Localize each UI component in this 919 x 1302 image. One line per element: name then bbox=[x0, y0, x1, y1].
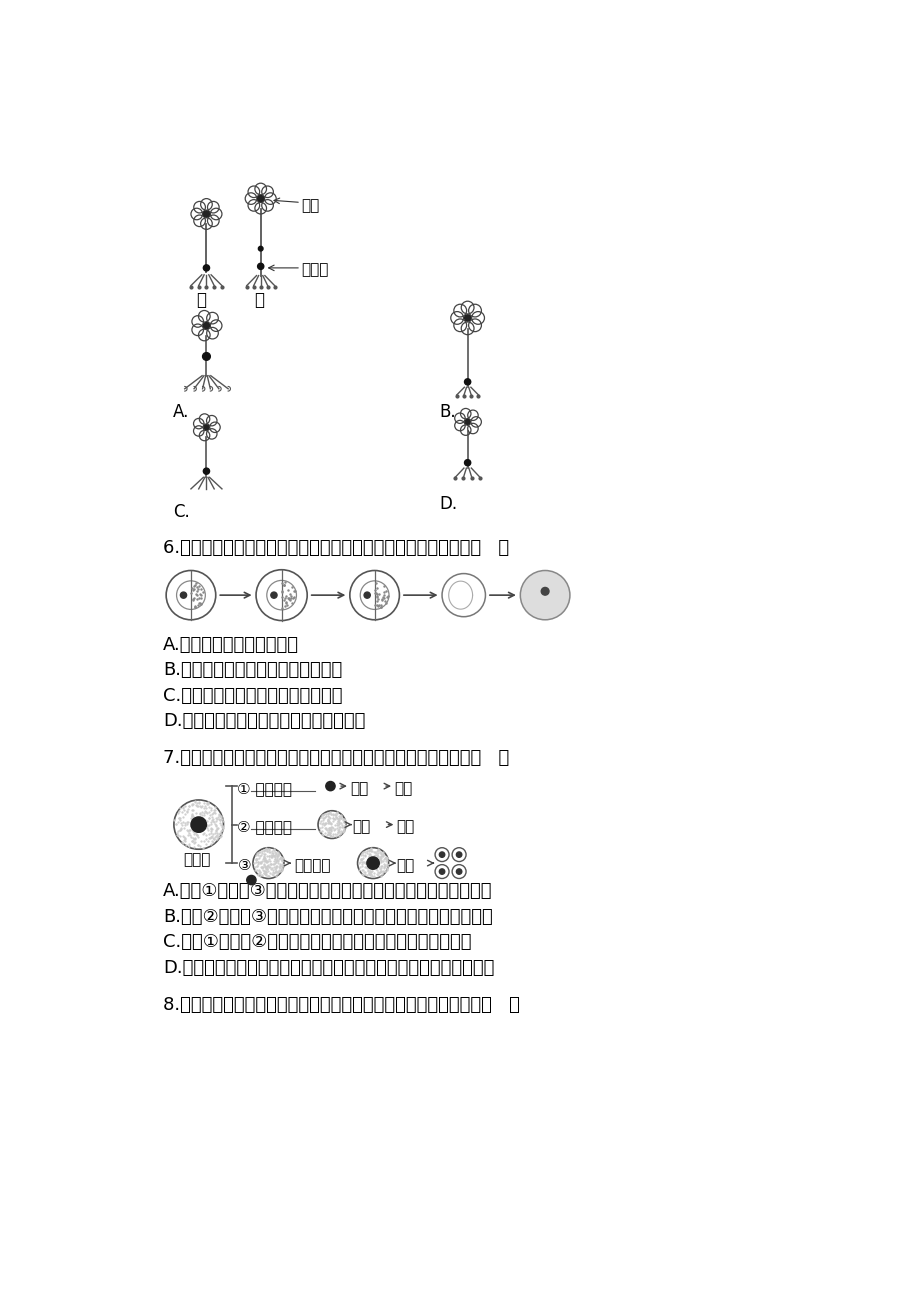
Circle shape bbox=[367, 857, 379, 870]
Text: C.: C. bbox=[173, 503, 189, 521]
Circle shape bbox=[180, 592, 187, 598]
Text: C.实验①和实验②说明了细胞核是细胞遗传和代谢的控制中心: C.实验①和实验②说明了细胞核是细胞遗传和代谢的控制中心 bbox=[163, 934, 471, 952]
Circle shape bbox=[203, 323, 210, 328]
Text: 8.如图为某种生物的细胞核及相关结构示意图，有关叙述正确的是（   ）: 8.如图为某种生物的细胞核及相关结构示意图，有关叙述正确的是（ ） bbox=[163, 996, 519, 1013]
Circle shape bbox=[464, 460, 471, 466]
Text: 伞部: 伞部 bbox=[301, 199, 319, 214]
Circle shape bbox=[540, 587, 549, 595]
Text: B.: B. bbox=[438, 402, 455, 421]
Text: B.细胞质与细胞分裂、分化密切相关: B.细胞质与细胞分裂、分化密切相关 bbox=[163, 661, 342, 680]
Circle shape bbox=[203, 211, 210, 217]
Text: 死亡: 死亡 bbox=[393, 781, 412, 796]
Text: 7.以动物受精卵为实验材料进行以下实验，有关分析中正确的是（   ）: 7.以动物受精卵为实验材料进行以下实验，有关分析中正确的是（ ） bbox=[163, 749, 509, 767]
Text: 死亡: 死亡 bbox=[396, 819, 414, 835]
Circle shape bbox=[203, 469, 210, 474]
Text: C.细胞核与细胞分裂、分化密切相关: C.细胞核与细胞分裂、分化密切相关 bbox=[163, 686, 342, 704]
Circle shape bbox=[364, 592, 369, 598]
Text: 甲: 甲 bbox=[196, 290, 206, 309]
Circle shape bbox=[456, 868, 461, 874]
Text: ③: ③ bbox=[237, 858, 251, 872]
Circle shape bbox=[325, 781, 335, 790]
Text: D.: D. bbox=[438, 495, 457, 513]
Text: D.细胞质和细胞核共同控制着细胞的性状: D.细胞质和细胞核共同控制着细胞的性状 bbox=[163, 712, 365, 730]
Circle shape bbox=[246, 875, 255, 884]
Text: ① 去质留核: ① 去质留核 bbox=[237, 781, 292, 796]
Text: 培养: 培养 bbox=[349, 781, 368, 796]
Circle shape bbox=[258, 246, 263, 251]
Circle shape bbox=[520, 570, 569, 620]
Text: 核质重组: 核质重组 bbox=[294, 858, 330, 872]
Circle shape bbox=[464, 315, 471, 322]
Circle shape bbox=[439, 868, 444, 874]
Circle shape bbox=[257, 195, 264, 202]
Circle shape bbox=[202, 353, 210, 361]
Text: 乙: 乙 bbox=[255, 290, 265, 309]
Circle shape bbox=[204, 424, 209, 430]
Text: D.该实验结果可以说明细胞保持完整性才能维持细胞的正常生命活动: D.该实验结果可以说明细胞保持完整性才能维持细胞的正常生命活动 bbox=[163, 958, 494, 976]
Circle shape bbox=[257, 263, 264, 270]
Circle shape bbox=[439, 852, 444, 857]
Text: ② 去核留质: ② 去核留质 bbox=[237, 819, 292, 835]
Circle shape bbox=[464, 379, 471, 385]
Text: 受精卵: 受精卵 bbox=[183, 853, 210, 867]
Text: 培养: 培养 bbox=[396, 858, 414, 872]
Circle shape bbox=[191, 816, 206, 832]
Circle shape bbox=[465, 419, 470, 424]
Text: 细胞核: 细胞核 bbox=[301, 263, 328, 277]
Text: B.实验②和实验③说明了细胞质对维持细胞正常生命活动的重要性: B.实验②和实验③说明了细胞质对维持细胞正常生命活动的重要性 bbox=[163, 907, 493, 926]
Text: 培养: 培养 bbox=[352, 819, 370, 835]
Text: A.实验①和实验③说明了细胞核对维持细胞正常生命活动的重要性: A.实验①和实验③说明了细胞核对维持细胞正常生命活动的重要性 bbox=[163, 883, 492, 901]
Circle shape bbox=[203, 264, 210, 271]
Circle shape bbox=[270, 592, 277, 598]
Text: 6.下图所示为科学家进行的蠊蠊受精卵横蕊实验。该图最能说明（   ）: 6.下图所示为科学家进行的蠊蠊受精卵横蕊实验。该图最能说明（ ） bbox=[163, 539, 508, 557]
Text: A.细胞核控制着细胞的性状: A.细胞核控制着细胞的性状 bbox=[163, 635, 299, 654]
Text: A.: A. bbox=[173, 402, 189, 421]
Circle shape bbox=[456, 852, 461, 857]
